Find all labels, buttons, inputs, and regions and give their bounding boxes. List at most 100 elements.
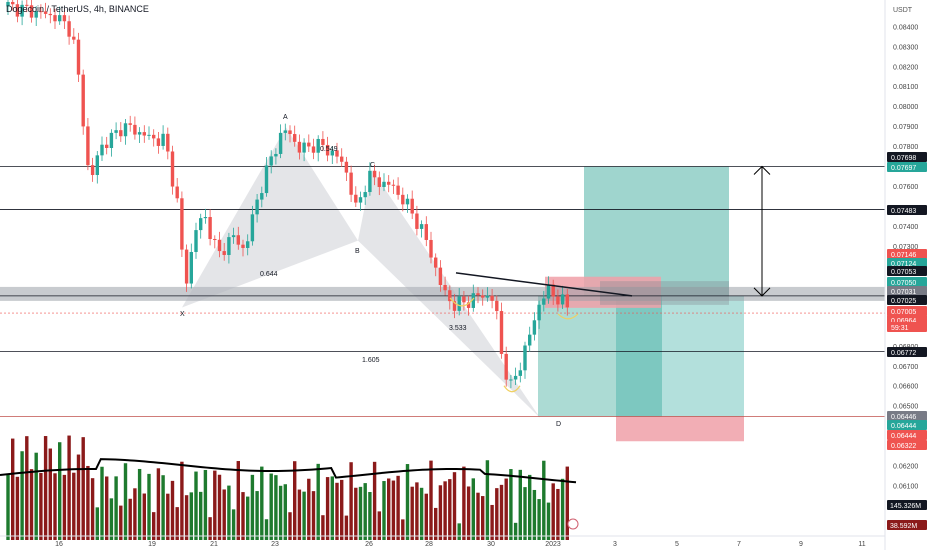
time-tick-label: 19 bbox=[148, 541, 156, 548]
price-tick-label: 0.07300 bbox=[893, 244, 918, 251]
volume-label-text: 38.592M bbox=[890, 523, 917, 530]
candle-body bbox=[128, 123, 132, 125]
candle-body bbox=[396, 185, 400, 195]
volume-bar bbox=[302, 491, 306, 540]
candle-body bbox=[11, 1, 15, 5]
volume-bar bbox=[438, 485, 443, 540]
candle-body bbox=[114, 130, 118, 133]
price-tick-label: 0.08300 bbox=[893, 44, 918, 51]
candle-body bbox=[495, 300, 499, 312]
price-label-box bbox=[887, 411, 927, 421]
candle-body bbox=[100, 144, 104, 156]
volume-bar bbox=[434, 507, 438, 540]
volume-label-box bbox=[887, 520, 927, 530]
candle-body bbox=[161, 133, 165, 146]
volume-bar bbox=[241, 492, 245, 540]
volume-bar bbox=[95, 507, 99, 540]
volume-bar bbox=[532, 489, 537, 540]
price-label-text: 0.07697 bbox=[891, 165, 916, 172]
candle-body bbox=[90, 165, 95, 176]
candle-body bbox=[387, 181, 391, 185]
candle-body bbox=[25, 4, 29, 6]
volume-bar bbox=[152, 512, 156, 540]
volume-bar bbox=[316, 463, 320, 540]
price-label-text: 0.07025 bbox=[891, 298, 916, 305]
volume-bar bbox=[269, 473, 273, 540]
pattern-label-c: C bbox=[370, 162, 375, 169]
volume-bar bbox=[419, 487, 424, 540]
volume-bar bbox=[325, 477, 330, 540]
candle-body bbox=[377, 177, 381, 187]
price-label-text: 0.06772 bbox=[891, 350, 916, 357]
volume-bar bbox=[213, 470, 217, 540]
candle-body bbox=[95, 155, 99, 176]
volume-bar bbox=[335, 482, 339, 540]
candle-body bbox=[76, 39, 81, 75]
candle-body bbox=[43, 11, 48, 14]
second-target-zone bbox=[616, 295, 744, 417]
price-label-text: 59:31 bbox=[891, 325, 909, 332]
volume-bar bbox=[208, 517, 212, 540]
volume-bar bbox=[105, 476, 109, 540]
price-label-box bbox=[887, 347, 927, 357]
volume-bar bbox=[53, 473, 57, 540]
time-tick-label: 7 bbox=[737, 541, 741, 548]
volume-bar bbox=[227, 485, 231, 540]
volume-bar bbox=[368, 492, 372, 540]
volume-bar bbox=[109, 498, 114, 540]
volume-bar bbox=[321, 515, 325, 540]
volume-bar bbox=[114, 476, 118, 540]
volume-bar bbox=[424, 493, 428, 540]
price-label-text: 0.07005 bbox=[891, 309, 916, 316]
volume-bar bbox=[194, 471, 198, 540]
volume-bar bbox=[410, 486, 414, 540]
volume-bar bbox=[466, 486, 471, 540]
volume-bar bbox=[556, 488, 560, 540]
price-tick-label: 0.08400 bbox=[893, 24, 918, 31]
volume-bar bbox=[499, 484, 504, 540]
candle-body bbox=[142, 132, 146, 136]
candle-body bbox=[133, 124, 137, 135]
volume-bar bbox=[452, 472, 457, 540]
candle-body bbox=[217, 239, 222, 252]
pattern-label-b: B bbox=[355, 248, 360, 255]
volume-bar bbox=[222, 489, 226, 540]
volume-bar bbox=[236, 461, 240, 540]
volume-bar bbox=[401, 519, 405, 540]
candle-body bbox=[560, 294, 565, 305]
candle-body bbox=[532, 320, 537, 335]
price-label-text: 0.07031 bbox=[891, 289, 916, 296]
volume-bar bbox=[217, 474, 222, 540]
measure-arrow-head-down bbox=[753, 287, 771, 297]
volume-bar bbox=[278, 485, 283, 540]
volume-bar bbox=[377, 511, 381, 540]
candle-body bbox=[565, 294, 569, 308]
candle-body bbox=[20, 4, 24, 17]
candle-body bbox=[67, 21, 71, 37]
candle-body bbox=[166, 133, 170, 152]
candle-body bbox=[269, 156, 273, 166]
volume-bar bbox=[48, 448, 52, 540]
volume-bar bbox=[189, 492, 193, 540]
candle-body bbox=[415, 213, 419, 229]
price-label-text: 0.07483 bbox=[891, 208, 916, 215]
candle-body bbox=[236, 235, 240, 245]
volume-bar bbox=[311, 491, 316, 540]
candle-body bbox=[255, 199, 259, 215]
candle-body bbox=[438, 267, 443, 285]
candle-body bbox=[222, 251, 226, 255]
candle-body bbox=[246, 241, 250, 248]
volume-bar bbox=[250, 474, 255, 540]
volume-label-text: 145.326M bbox=[890, 503, 921, 510]
price-label-text: 0.07698 bbox=[891, 155, 916, 162]
volume-bar bbox=[142, 493, 146, 540]
candle-body bbox=[184, 249, 189, 284]
volume-bar bbox=[76, 454, 81, 540]
candle-body bbox=[481, 295, 485, 298]
time-tick-label: 23 bbox=[271, 541, 279, 548]
volume-bar bbox=[184, 495, 189, 540]
candle-body bbox=[137, 132, 142, 135]
volume-bar bbox=[523, 487, 527, 540]
